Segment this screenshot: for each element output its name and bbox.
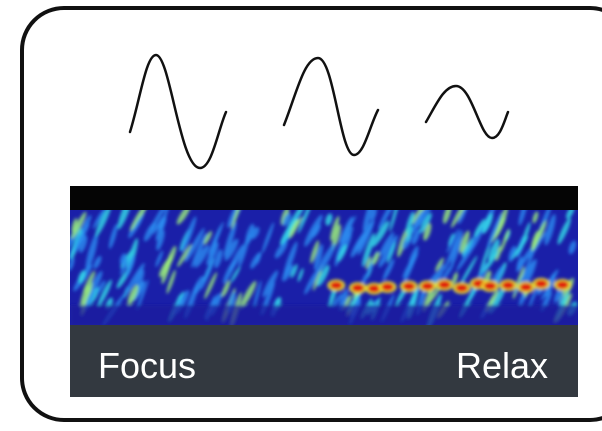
spectrogram-streak (422, 282, 434, 290)
spectrogram-streak (502, 281, 514, 289)
spectrogram-streak (438, 281, 450, 289)
spectrogram-streak (557, 281, 569, 289)
spectrogram-streak (456, 284, 468, 292)
spectrogram-streak (382, 283, 394, 291)
spectrogram-streak (484, 282, 496, 290)
spectrogram-streak (520, 283, 532, 291)
spectrogram-streak (403, 282, 415, 290)
spectrogram-streak (352, 284, 364, 292)
label-left: Focus (98, 345, 196, 386)
spectrogram-header (70, 186, 578, 212)
label-right: Relax (456, 345, 548, 386)
spectrogram-streak (368, 285, 380, 293)
spectrogram-streak (70, 305, 578, 327)
spectrogram-streak (535, 280, 547, 288)
page: Focus Relax (() => { const data = JSON.p… (0, 0, 602, 431)
illustration: Focus Relax (0, 0, 602, 431)
spectrogram-streak (330, 281, 342, 289)
